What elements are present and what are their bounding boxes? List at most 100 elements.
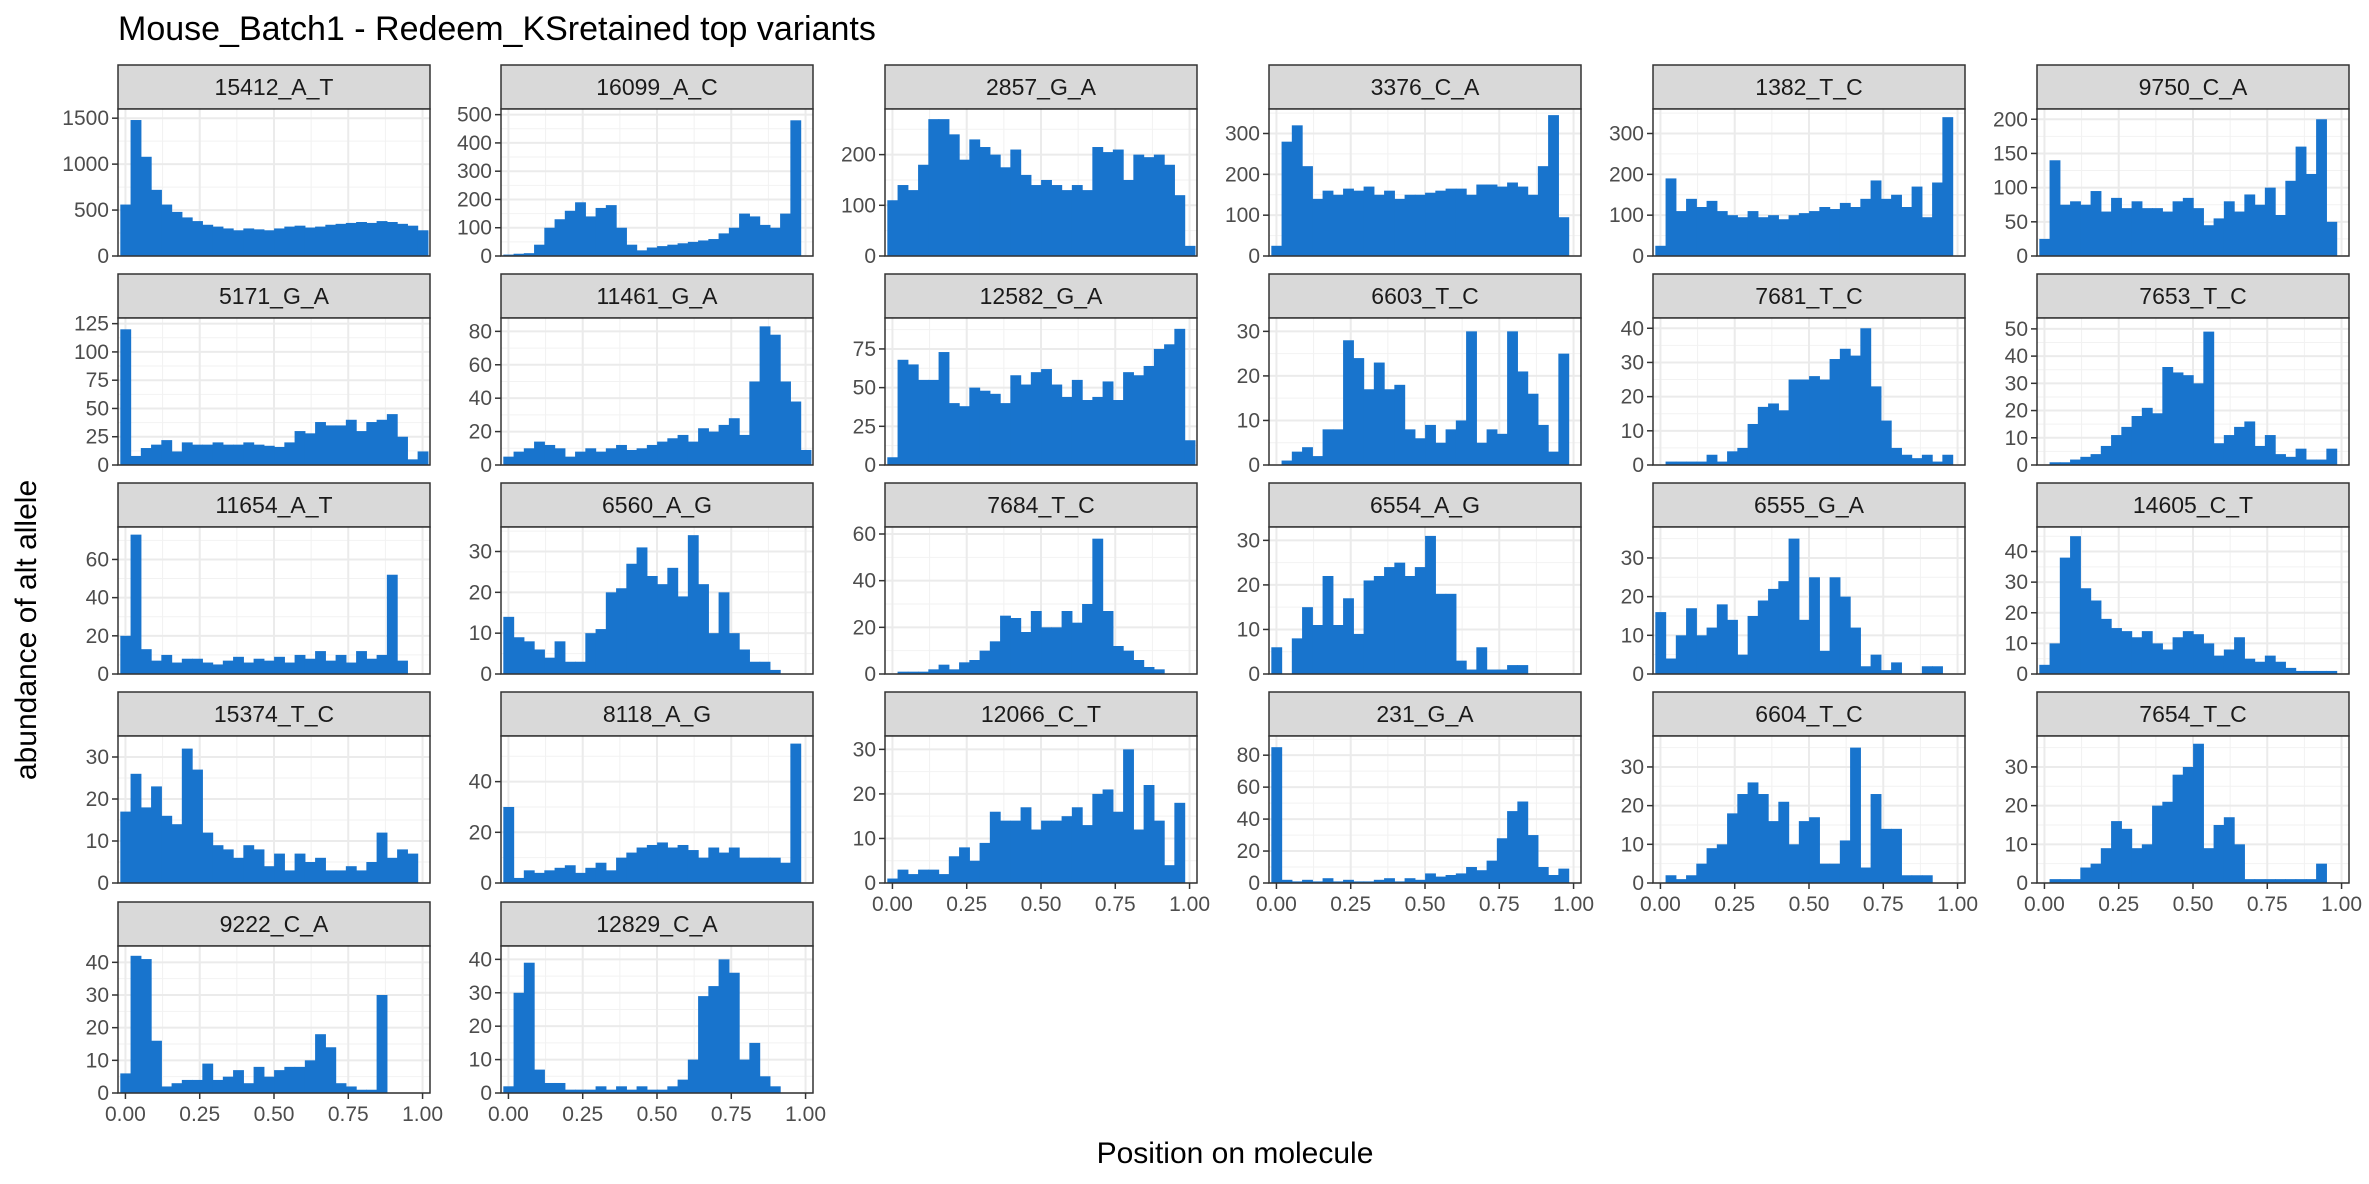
histogram-bar (263, 1076, 275, 1093)
x-tick-label: 0.75 (328, 1103, 369, 1126)
y-tick-label: 40 (2005, 345, 2028, 368)
histogram-bar (1112, 646, 1124, 674)
histogram-bar (636, 448, 648, 465)
y-tick-label: 200 (1993, 108, 2028, 131)
histogram-bar (1123, 372, 1134, 465)
histogram-bar (2141, 844, 2153, 883)
histogram-bar (1133, 375, 1145, 465)
histogram-bar (2090, 863, 2102, 883)
histogram-bar (1829, 209, 1841, 256)
histogram-bar (1747, 423, 1759, 465)
histogram-bar (1384, 190, 1395, 256)
histogram-bar (1153, 154, 1165, 256)
histogram-bar (1414, 438, 1426, 465)
histogram-bar (202, 1063, 214, 1093)
histogram-bar (2254, 661, 2266, 674)
histogram-bar (386, 574, 398, 674)
histogram-bar (284, 662, 296, 674)
histogram-bar (2111, 628, 2122, 674)
histogram-bar (897, 671, 909, 674)
histogram-bar (1747, 211, 1759, 256)
histogram-bar (253, 444, 265, 465)
histogram-bar (513, 877, 525, 883)
histogram-bar (1486, 429, 1498, 465)
histogram-bar (2131, 201, 2143, 256)
histogram-bar (959, 406, 970, 465)
y-tick-label: 100 (74, 341, 109, 364)
histogram-bar (1041, 627, 1052, 674)
histogram-bar (1133, 154, 1145, 256)
histogram-bar (897, 185, 909, 256)
facet-strip-label: 5171_G_A (219, 283, 330, 309)
histogram-bar (1271, 747, 1283, 883)
histogram-bar (948, 134, 960, 256)
histogram-bar (171, 824, 183, 883)
histogram-bar (294, 431, 306, 465)
histogram-bar (1860, 328, 1872, 465)
histogram-bar (616, 444, 627, 465)
histogram-bar (2131, 637, 2143, 674)
histogram-bar (1133, 829, 1145, 883)
panel-border (1652, 108, 1966, 257)
histogram-bar (1870, 794, 1882, 883)
histogram-bar (728, 418, 740, 465)
histogram-bar (739, 213, 750, 256)
histogram-bar (1312, 625, 1324, 674)
y-tick-label: 0 (480, 663, 492, 686)
panel-border (1268, 108, 1582, 257)
histogram-bar (928, 669, 940, 674)
histogram-bar (161, 204, 173, 256)
histogram-bar (1476, 870, 1488, 883)
histogram-bar (1696, 635, 1708, 674)
y-tick-label: 75 (86, 369, 109, 392)
histogram-bar (1809, 817, 1820, 883)
histogram-bar (181, 442, 193, 465)
facet-strip (117, 64, 431, 110)
histogram-bar (253, 658, 265, 674)
y-tick-label: 0 (97, 872, 109, 895)
histogram-bar (181, 748, 193, 883)
histogram-bar (1394, 384, 1406, 465)
histogram-bar (636, 1086, 648, 1093)
histogram-bars (120, 748, 419, 883)
histogram-bar (222, 660, 234, 674)
histogram-bar (677, 844, 689, 883)
y-axis: 0 10 20 30 (853, 738, 885, 895)
histogram-bar (1373, 879, 1385, 883)
histogram-bar (1665, 461, 1677, 465)
facet-strip-label: 12582_G_A (980, 283, 1103, 309)
histogram-bar (657, 584, 668, 674)
histogram-bar (1942, 454, 1954, 465)
histogram-bar (1747, 782, 1759, 883)
histogram-bar (1788, 215, 1800, 256)
histogram-bar (233, 230, 244, 256)
facet-strip (2036, 64, 2350, 110)
histogram-bar (151, 1040, 162, 1093)
histogram-bar (1486, 184, 1498, 256)
histogram-bar (1932, 461, 1943, 465)
histogram-bar (1686, 198, 1697, 256)
histogram-bar (959, 847, 970, 883)
y-tick-label: 10 (2005, 833, 2028, 856)
histogram-bar (233, 1070, 244, 1093)
histogram-bar (969, 139, 981, 256)
histogram-bar (1082, 190, 1093, 256)
histogram-bar (1332, 881, 1344, 883)
histogram-bar (397, 849, 408, 883)
histogram-bar (151, 444, 162, 465)
histogram-bar (2244, 658, 2256, 674)
histogram-bar (2121, 631, 2133, 674)
histogram-bar (253, 229, 265, 256)
histogram-bar (253, 849, 265, 883)
histogram-bar (212, 664, 224, 674)
histogram-bars (503, 535, 781, 674)
histogram-bar (1061, 611, 1073, 674)
y-tick-label: 10 (1621, 420, 1644, 443)
histogram-bar (1404, 429, 1416, 465)
y-tick-label: 30 (1621, 547, 1644, 570)
histogram-bar (698, 996, 709, 1093)
facet-strip (1268, 691, 1582, 737)
histogram-bar (2152, 643, 2163, 674)
histogram-bar (366, 222, 378, 256)
histogram-bar (1102, 381, 1114, 465)
